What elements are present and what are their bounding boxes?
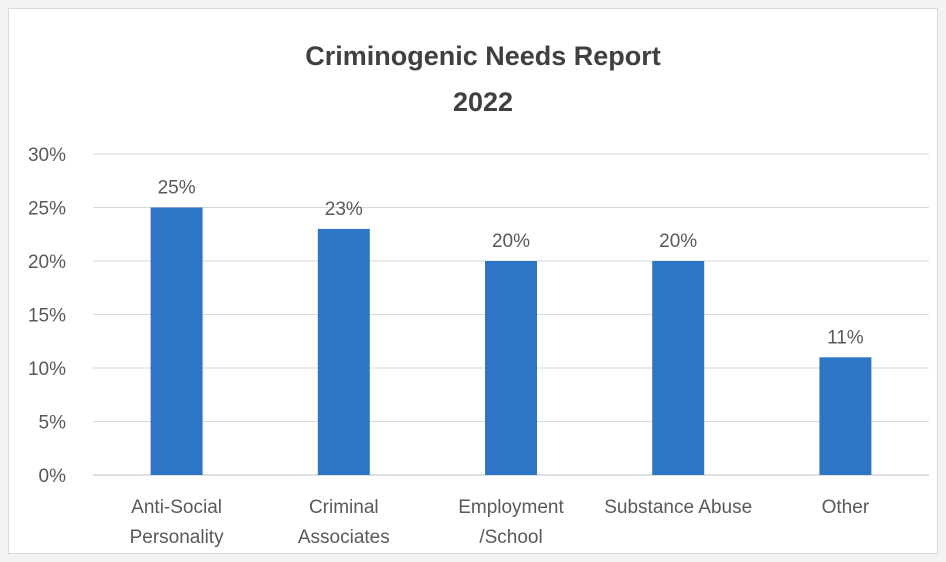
- bars: [150, 207, 872, 475]
- bar: [150, 207, 203, 475]
- data-label: 11%: [827, 327, 864, 348]
- chart: Criminogenic Needs Report 2022 0% 5% 10% 15%…: [28, 41, 929, 548]
- bar: [652, 261, 705, 475]
- chart-title-line: Criminogenic Needs Report: [305, 41, 661, 71]
- bar: [819, 357, 872, 475]
- y-tick-label: 25%: [28, 199, 66, 220]
- category-label: Substance Abuse: [604, 497, 752, 518]
- category-label: Criminal: [309, 497, 379, 518]
- bar: [317, 228, 370, 475]
- category-label: Anti-Social: [131, 497, 222, 518]
- category-label: /School: [479, 527, 542, 548]
- data-labels: 25% 23% 20% 20% 11%: [158, 178, 864, 349]
- chart-title: Criminogenic Needs Report 2022: [305, 41, 661, 117]
- category-label: Other: [822, 497, 870, 518]
- category-label: Personality: [130, 527, 224, 548]
- y-tick-label: 5%: [39, 413, 67, 434]
- data-label: 20%: [659, 231, 697, 252]
- y-tick-label: 15%: [28, 306, 66, 327]
- category-label: Associates: [298, 527, 390, 548]
- chart-frame: Criminogenic Needs Report 2022 0% 5% 10% 15%…: [8, 8, 938, 554]
- x-axis-categories: Anti-Social Personality Criminal Associates…: [130, 497, 870, 548]
- category-label: Employment: [458, 497, 564, 518]
- y-axis-ticks: 0% 5% 10% 15% 20% 25% 30%: [28, 145, 66, 487]
- y-tick-label: 30%: [28, 145, 66, 166]
- bar: [485, 261, 537, 475]
- y-tick-label: 0%: [39, 466, 67, 487]
- data-label: 25%: [158, 178, 196, 199]
- chart-title-line: 2022: [453, 87, 513, 117]
- y-tick-label: 20%: [28, 252, 66, 273]
- data-label: 20%: [492, 231, 530, 252]
- data-label: 23%: [325, 199, 363, 220]
- y-tick-label: 10%: [28, 359, 66, 380]
